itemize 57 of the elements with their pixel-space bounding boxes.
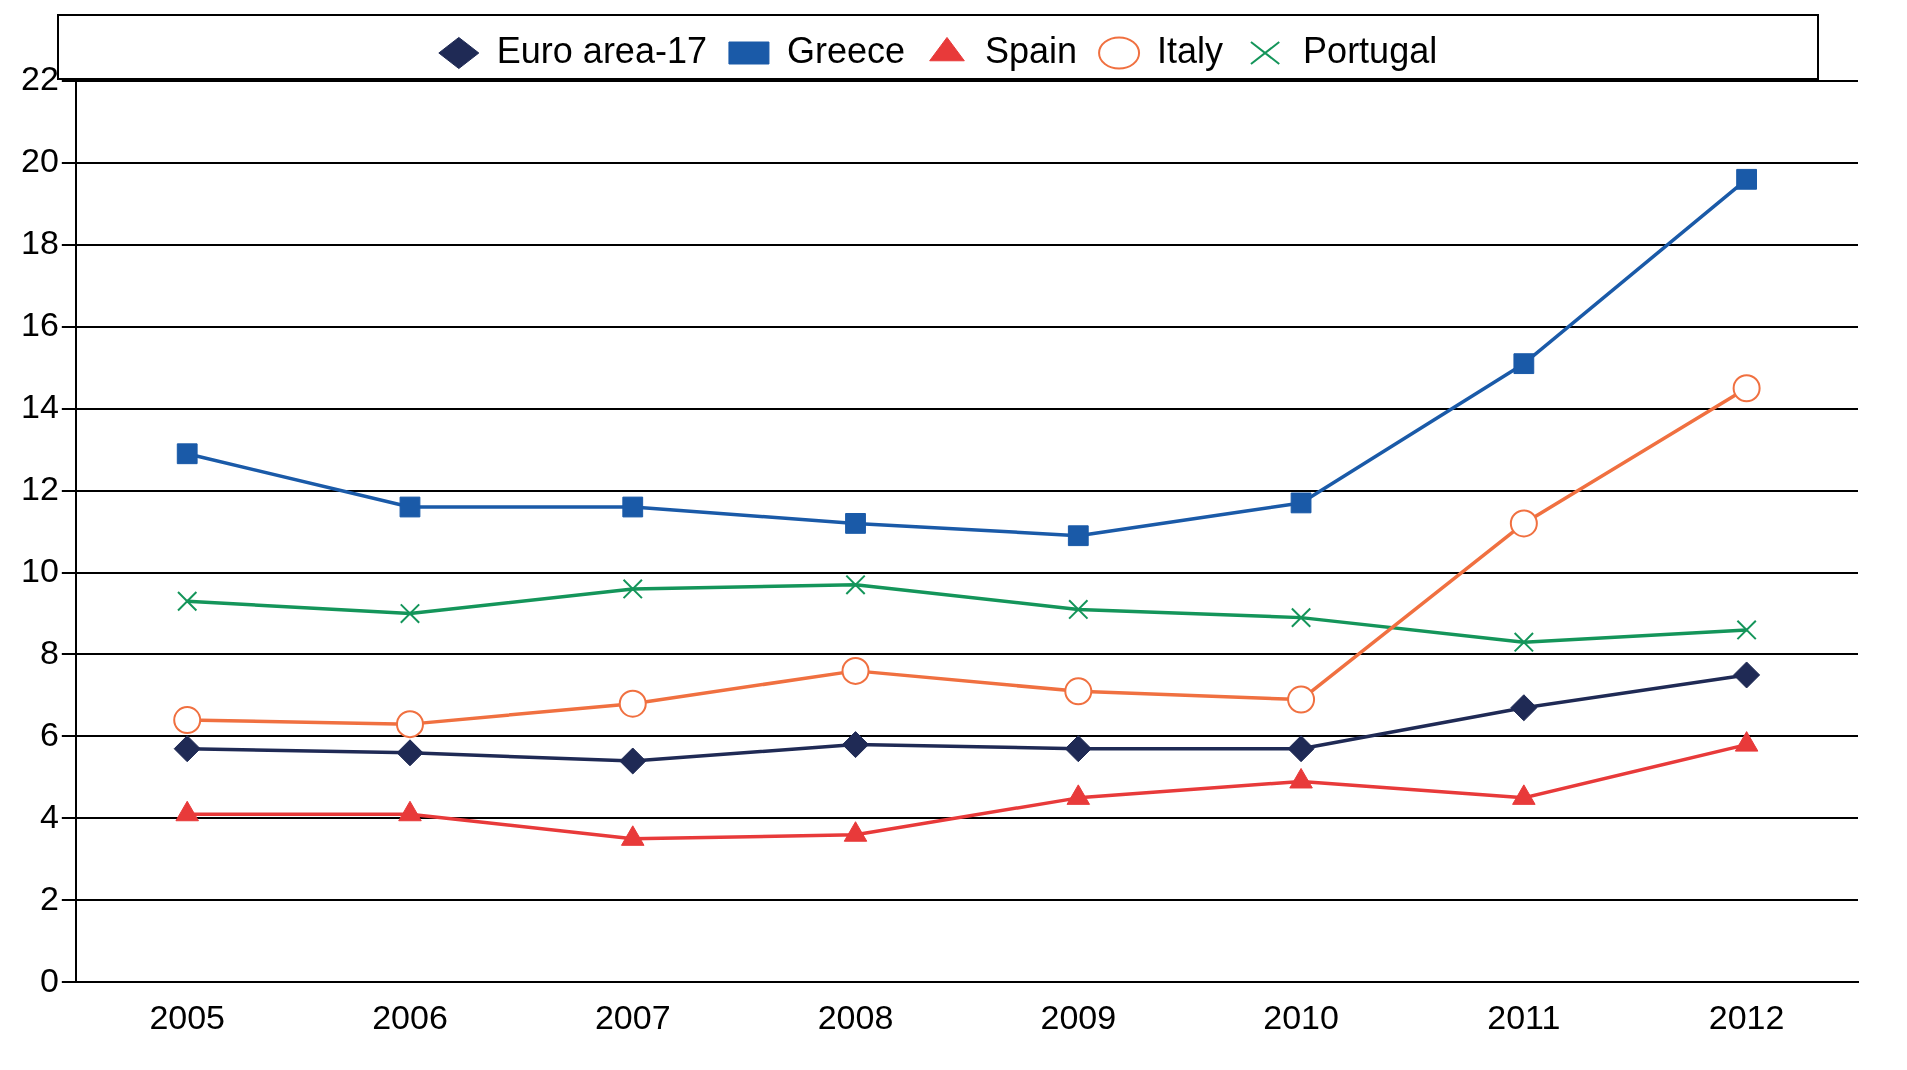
- point: [1732, 374, 1761, 403]
- point: [622, 578, 643, 600]
- point: [1290, 607, 1312, 628]
- y-tick-label: 4: [39, 796, 59, 835]
- point: [622, 496, 644, 518]
- point: [1064, 677, 1093, 706]
- x-tick-label: 2011: [1487, 997, 1561, 1036]
- y-tick-label: 0: [39, 960, 59, 999]
- point: [1067, 525, 1089, 547]
- point: [399, 496, 421, 518]
- point: [619, 747, 647, 775]
- y-tick-label: 12: [20, 469, 59, 508]
- x-tick-label: 2012: [1708, 997, 1785, 1036]
- legend-label: Portugal: [1303, 29, 1438, 71]
- x-tick-label: 2005: [149, 997, 226, 1036]
- point: [841, 656, 870, 685]
- point: [1287, 735, 1315, 763]
- x-tick-label: 2010: [1263, 997, 1339, 1036]
- legend-label: Italy: [1157, 29, 1224, 71]
- point: [1513, 632, 1535, 653]
- y-tick-label: 10: [20, 550, 59, 589]
- y-tick-label: 20: [20, 141, 59, 180]
- legend-label: Euro area-17: [496, 29, 707, 71]
- point: [1064, 735, 1092, 763]
- point: [177, 591, 198, 612]
- point: [1736, 168, 1758, 190]
- point: [173, 735, 201, 763]
- x-tick-label: 2008: [817, 997, 894, 1036]
- point: [1513, 353, 1535, 375]
- point: [1510, 694, 1538, 722]
- point: [1068, 599, 1089, 620]
- y-tick-label: 8: [39, 632, 59, 671]
- y-tick-label: 22: [20, 59, 59, 98]
- point: [1733, 661, 1761, 689]
- y-tick-label: 16: [20, 305, 59, 344]
- point: [618, 689, 647, 718]
- point: [842, 731, 870, 759]
- y-tick-label: 18: [20, 223, 59, 262]
- point: [176, 443, 198, 465]
- x-tick-label: 2006: [372, 997, 448, 1036]
- y-tick-label: 2: [39, 878, 59, 917]
- point: [1290, 492, 1312, 514]
- point: [845, 574, 866, 596]
- legend-label: Greece: [786, 29, 906, 71]
- x-tick-label: 2009: [1040, 997, 1117, 1036]
- point: [1509, 509, 1538, 538]
- point: [1736, 619, 1757, 641]
- point: [399, 603, 421, 624]
- point: [395, 710, 424, 739]
- y-tick-label: 6: [39, 714, 59, 753]
- point: [396, 739, 424, 767]
- point: [845, 513, 866, 534]
- y-tick-label: 14: [20, 387, 59, 426]
- point: [1287, 685, 1316, 714]
- x-tick-label: 2007: [594, 997, 671, 1036]
- legend-label: Spain: [985, 29, 1078, 71]
- point: [173, 706, 202, 735]
